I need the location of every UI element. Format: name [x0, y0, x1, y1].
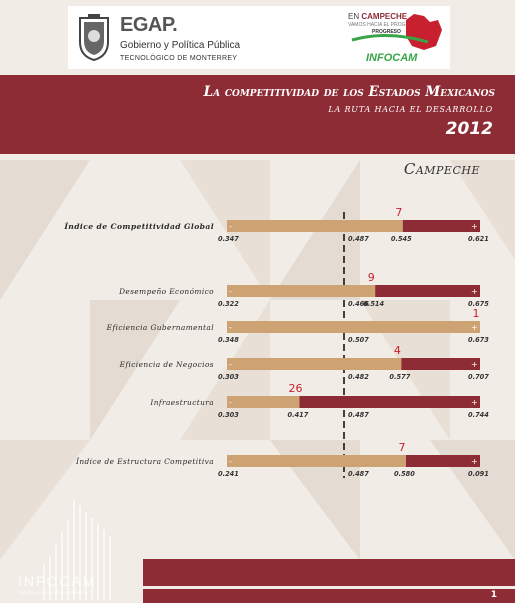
- tec-seal-icon: [79, 14, 109, 62]
- max-label: 0.675: [468, 300, 489, 308]
- bar-value: [227, 220, 403, 232]
- bar-value: [227, 358, 402, 370]
- bar-plus-sign: +: [471, 457, 478, 466]
- rank-label: 1: [473, 307, 480, 320]
- average-label: 0.487: [348, 470, 369, 478]
- row-label: Índice de Estructura Competitiva: [75, 457, 214, 466]
- bar-plus-sign: +: [471, 287, 478, 296]
- rank-label: 26: [288, 382, 302, 395]
- page-number: 1: [490, 590, 497, 600]
- min-label: 0.347: [218, 235, 239, 243]
- row-label: Índice de Competitividad Global: [63, 222, 214, 231]
- rank-label: 4: [394, 344, 401, 357]
- page-year: 2012: [445, 119, 493, 139]
- bar-minus-sign: -: [229, 398, 232, 407]
- bar-value: [227, 285, 376, 297]
- bar-plus-sign: +: [471, 360, 478, 369]
- value-label: 0.417: [287, 411, 308, 419]
- average-label: 0.482: [348, 373, 369, 381]
- campeche-logo-line2: VAMOS HACIA EL PROGRESO: [348, 22, 420, 28]
- row-label: Eficiencia Gubernamental: [106, 323, 215, 332]
- bar-plus-sign: +: [471, 222, 478, 231]
- footer-infocam-tagline: Estadística Desarrollo y Gobierno: [18, 590, 86, 595]
- row-label: Desempeño Económico: [118, 287, 214, 296]
- bar-minus-sign: -: [229, 222, 232, 231]
- bar-minus-sign: -: [229, 457, 232, 466]
- row-label: Infraestructura: [149, 398, 214, 407]
- min-label: 0.348: [218, 336, 239, 344]
- campeche-logo-line1: EN CAMPECHE: [348, 12, 408, 21]
- average-label: 0.487: [348, 235, 369, 243]
- max-label: 0.673: [468, 336, 489, 344]
- egap-title: EGAP.: [120, 14, 178, 36]
- footer-band-bottom: [143, 589, 515, 603]
- max-label: 0.744: [468, 411, 489, 419]
- egap-institution: TECNOLÓGICO DE MONTERREY: [120, 55, 238, 62]
- rank-label: 9: [368, 271, 375, 284]
- footer-infocam-logo: INFOCAM: [18, 573, 97, 589]
- min-label: 0.322: [218, 300, 239, 308]
- campeche-map-icon: [351, 14, 442, 50]
- bar-value: [227, 455, 406, 467]
- rank-label: 7: [395, 206, 402, 219]
- state-name: Campeche: [403, 160, 480, 178]
- campeche-logo: EN CAMPECHE VAMOS HACIA EL PROGRESO PROG…: [348, 10, 446, 66]
- logo-bar: EGAP. Gobierno y Política Pública TECNOL…: [68, 6, 450, 69]
- value-label: 0.580: [394, 470, 415, 478]
- bar-minus-sign: -: [229, 323, 232, 332]
- bar-value: [227, 396, 300, 408]
- egap-logo: EGAP. Gobierno y Política Pública TECNOL…: [76, 12, 246, 64]
- average-label: 0.507: [348, 336, 369, 344]
- value-label: 0.577: [389, 373, 410, 381]
- bar-minus-sign: -: [229, 287, 232, 296]
- bar-value: [227, 321, 480, 333]
- page-subtitle: LA RUTA HACIA EL DESARROLLO: [328, 105, 493, 114]
- campeche-logo-line3: PROGRESO: [372, 29, 401, 35]
- rank-label: 7: [399, 441, 406, 454]
- bar-plus-sign: +: [471, 398, 478, 407]
- footer-band: [143, 559, 515, 586]
- min-label: 0.241: [218, 470, 239, 478]
- egap-subtitle: Gobierno y Política Pública: [120, 40, 241, 51]
- max-label: 0.707: [468, 373, 489, 381]
- bar-minus-sign: -: [229, 360, 232, 369]
- row-label: Eficiencia de Negocios: [119, 360, 214, 369]
- average-label: 0.466: [348, 300, 369, 308]
- bar-plus-sign: +: [471, 323, 478, 332]
- average-label: 0.487: [348, 411, 369, 419]
- max-label: 0.091: [468, 470, 489, 478]
- value-label: 0.514: [363, 300, 384, 308]
- max-label: 0.621: [468, 235, 489, 243]
- value-label: 0.545: [391, 235, 412, 243]
- min-label: 0.303: [218, 411, 239, 419]
- header-band: La competitividad de los Estados Mexican…: [0, 75, 515, 154]
- building-icon: [43, 500, 111, 600]
- infocam-logo: INFOCAM: [366, 52, 418, 64]
- min-label: 0.303: [218, 373, 239, 381]
- page-title: La competitividad de los Estados Mexican…: [203, 84, 495, 100]
